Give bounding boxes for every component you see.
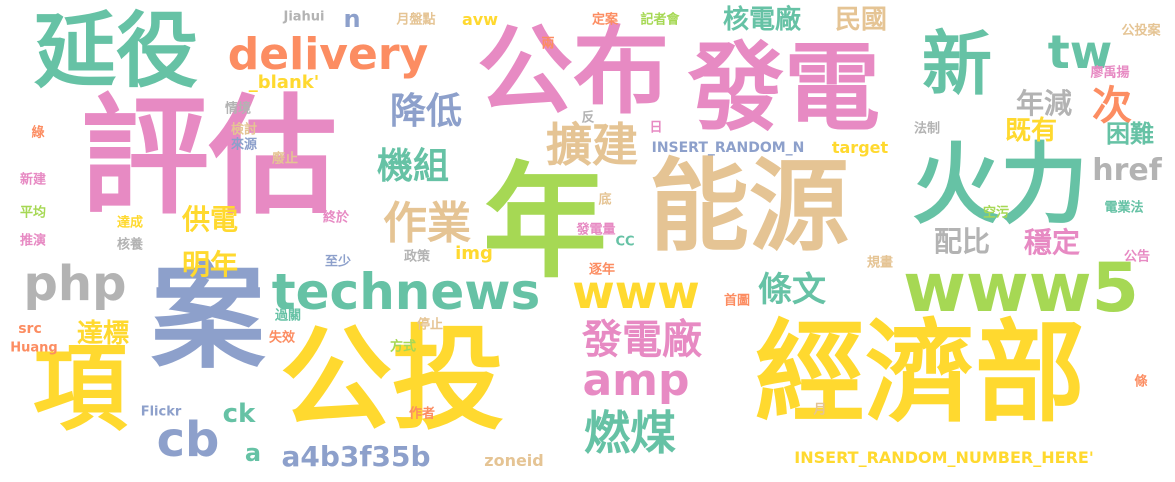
- word-target: target: [831, 138, 889, 157]
- word-jiahui: Jiahui: [283, 9, 325, 25]
- word-jiantao: 檢討: [230, 122, 258, 138]
- word-gongdian: 供電: [181, 203, 239, 236]
- word-yuepandian: 月盤點: [396, 12, 436, 28]
- word-xiang: 項: [32, 335, 128, 444]
- word-kuojian: 擴建: [546, 118, 638, 172]
- word-insert-random-number-here: INSERT_RANDOM_NUMBER_HERE': [794, 448, 1094, 467]
- word-tingzhi: 停止: [416, 317, 444, 333]
- word-tuiyan: 推演: [19, 233, 47, 249]
- word-dianyefa: 電業法: [1104, 200, 1144, 216]
- word-insert-random-n: INSERT_RANDOM_N: [651, 140, 805, 156]
- word-fan: 反: [581, 110, 595, 126]
- word-nianjian: 年減: [1015, 87, 1073, 120]
- word-guihua: 規畫: [866, 255, 894, 271]
- word-ci: 次: [1092, 83, 1132, 129]
- word-www: www: [572, 265, 700, 319]
- word-feizhi: 廢止: [271, 151, 299, 167]
- word-hedianchang: 核電廠: [722, 5, 802, 35]
- word-shoutu: 首圖: [723, 293, 751, 309]
- word-guoguan: 過關: [274, 308, 302, 324]
- word-yanyi: 延役: [33, 4, 199, 99]
- word-src: src: [18, 321, 42, 337]
- word-tiao: 條: [1134, 374, 1148, 390]
- word-fazhi: 法制: [913, 121, 941, 137]
- word-dabiao: 達標: [76, 319, 130, 349]
- word-gongtou: 公投: [280, 315, 504, 445]
- word-a: a: [244, 439, 262, 467]
- word-avw: avw: [461, 10, 499, 29]
- word-fadianliang: 發電量: [576, 222, 616, 238]
- word-pingjun: 平均: [19, 205, 47, 221]
- word-zhongyu: 終於: [322, 210, 350, 226]
- word-lv: 綠: [31, 125, 45, 141]
- word-href: href: [1092, 153, 1162, 188]
- word-technews: technews: [271, 263, 541, 321]
- word-nengyuan: 能源: [649, 148, 849, 265]
- word-jizu: 機組: [376, 146, 450, 187]
- word-wending: 穩定: [1023, 226, 1081, 259]
- word-fadian: 發電: [688, 32, 880, 144]
- word-jiangdi: 降低: [389, 91, 463, 132]
- word-jingjibu: 經濟部: [755, 309, 1085, 437]
- word-www5: www5: [903, 249, 1139, 328]
- word-shixiao: 失效: [268, 330, 296, 346]
- word-zoneid: zoneid: [484, 451, 544, 470]
- word-zhishao: 至少: [324, 254, 352, 270]
- word-dingan: 定案: [591, 12, 619, 28]
- word-zhengce: 政策: [403, 249, 431, 265]
- word-minguo: 民國: [834, 5, 888, 35]
- word-huoli: 火力: [911, 133, 1089, 236]
- word-kongwu: 空污: [982, 205, 1010, 221]
- word-gongtouan: 公投案: [1121, 23, 1161, 39]
- word-flickr: Flickr: [140, 404, 182, 420]
- word-nian: 年: [482, 151, 608, 295]
- word-pinggu: 評估: [80, 83, 338, 232]
- word-ranmei: 燃煤: [584, 406, 676, 460]
- word-huang: Huang: [10, 340, 58, 356]
- word-ck: ck: [222, 399, 256, 429]
- word-xinjian: 新建: [19, 172, 47, 188]
- word-a4b3f35b: a4b3f35b: [281, 440, 431, 473]
- word-an: 案: [150, 251, 266, 384]
- word-n: n: [343, 5, 361, 33]
- word-yue: 月: [813, 402, 827, 418]
- word-heyang: 核養: [116, 237, 144, 253]
- word-jiyou: 既有: [1004, 116, 1058, 146]
- word-zuozhe: 作者: [408, 406, 436, 422]
- word-dacheng: 達成: [116, 215, 144, 231]
- word-mingnian: 明年: [181, 248, 239, 281]
- word-qingjing: 情境: [224, 101, 252, 117]
- word-liaoyuyang: 廖禹揚: [1090, 65, 1130, 81]
- word-blank: _blank': [248, 72, 320, 93]
- word-peibi: 配比: [933, 225, 991, 258]
- word-ri: 日: [649, 120, 663, 136]
- word-cc: CC: [615, 234, 635, 250]
- word-kunnan: 困難: [1106, 120, 1154, 148]
- word-cb: cb: [156, 412, 220, 468]
- word-delivery: delivery: [227, 29, 429, 80]
- word-zuoye: 作業: [383, 198, 471, 249]
- word-img: img: [455, 243, 493, 264]
- word-jizhehui: 記者會: [640, 12, 680, 28]
- word-amp: amp: [582, 355, 690, 406]
- word-laiyuan: 來源: [230, 137, 258, 153]
- word-tiaowen: 條文: [758, 270, 826, 310]
- word-fangshi: 方式: [389, 339, 417, 355]
- word-di: 底: [598, 192, 612, 208]
- word-php: php: [23, 256, 127, 312]
- word-zhunian: 逐年: [588, 262, 616, 278]
- word-tw: tw: [1047, 25, 1113, 79]
- word-xin: 新: [922, 23, 992, 105]
- word-gonggao: 公告: [1123, 249, 1151, 265]
- word-fadianchang: 發電廠: [582, 317, 702, 363]
- word-gongbu: 公布: [477, 15, 669, 127]
- word-liang: 兩: [541, 36, 555, 52]
